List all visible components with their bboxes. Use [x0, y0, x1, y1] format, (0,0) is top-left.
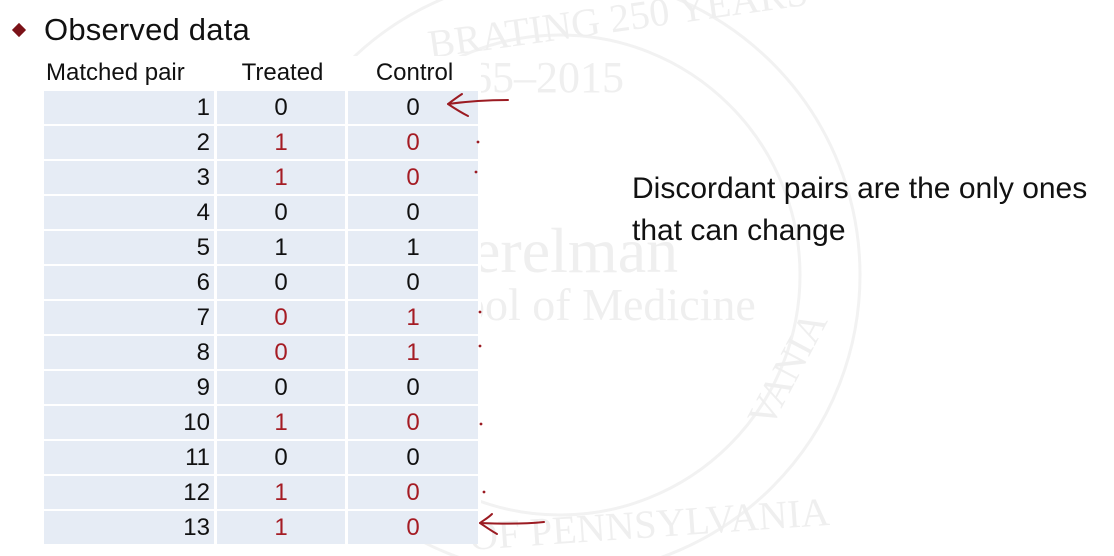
arrow-row-13-shaft: [479, 521, 545, 525]
table-row: 10 1 0: [44, 404, 481, 439]
header-control: Control: [348, 56, 481, 89]
cell-control: 1: [348, 299, 481, 334]
cell-control: 1: [348, 334, 481, 369]
cell-matched-pair: 4: [44, 194, 217, 229]
cell-matched-pair: 1: [44, 89, 217, 124]
bullet-line: Observed data: [10, 8, 250, 52]
cell-matched-pair: 11: [44, 439, 217, 474]
cell-control: 0: [348, 474, 481, 509]
annotation-text: Discordant pairs are the only ones that …: [632, 172, 1088, 247]
cell-matched-pair: 7: [44, 299, 217, 334]
cell-treated: 0: [217, 194, 348, 229]
table-header-row: Matched pair Treated Control: [44, 56, 481, 89]
cell-control: 0: [348, 124, 481, 159]
bullet-diamond-icon: [11, 22, 27, 38]
cell-matched-pair: 5: [44, 229, 217, 264]
table-row: 12 1 0: [44, 474, 481, 509]
cell-matched-pair: 3: [44, 159, 217, 194]
seal-text-school: ool of Medicine: [462, 279, 756, 330]
seal-text-bottom: OF PENNSYLVANIA: [467, 489, 831, 556]
cell-control: 0: [348, 509, 481, 544]
cell-matched-pair: 9: [44, 369, 217, 404]
cell-treated: 0: [217, 439, 348, 474]
cell-matched-pair: 2: [44, 124, 217, 159]
header-matched-pair: Matched pair: [44, 56, 217, 89]
cell-control: 0: [348, 369, 481, 404]
seal-text-top: BRATING 250 YEARS: [425, 0, 811, 67]
arrow-row-13-head: [479, 513, 498, 535]
cell-treated: 1: [217, 509, 348, 544]
cell-matched-pair: 12: [44, 474, 217, 509]
cell-treated: 0: [217, 334, 348, 369]
cell-treated: 1: [217, 404, 348, 439]
cell-treated: 1: [217, 229, 348, 264]
cell-matched-pair: 13: [44, 509, 217, 544]
cell-control: 0: [348, 439, 481, 474]
cell-treated: 0: [217, 264, 348, 299]
seal-text-year: 65–2015: [470, 53, 624, 102]
cell-control: 0: [348, 194, 481, 229]
cell-treated: 1: [217, 159, 348, 194]
bullet-text: Observed data: [44, 12, 250, 47]
cell-control: 1: [348, 229, 481, 264]
table-row: 11 0 0: [44, 439, 481, 474]
cell-matched-pair: 8: [44, 334, 217, 369]
cell-matched-pair: 10: [44, 404, 217, 439]
cell-control: 0: [348, 264, 481, 299]
cell-treated: 0: [217, 89, 348, 124]
cell-treated: 0: [217, 299, 348, 334]
cell-treated: 1: [217, 124, 348, 159]
cell-control: 0: [348, 404, 481, 439]
cell-matched-pair: 6: [44, 264, 217, 299]
header-treated: Treated: [217, 56, 348, 89]
table-row: 13 1 0: [44, 509, 481, 544]
cell-treated: 0: [217, 369, 348, 404]
seal-text-side: VANIA: [738, 304, 836, 434]
table-body: 1 0 0 2 1 0 3 1 0 4 0 0 5 1 1 6 0 0 7 0 1 8 0 1 9 0 0 10 1 0 11 0 0 12 1 0 1…: [44, 89, 481, 544]
cell-control: 0: [348, 159, 481, 194]
cell-control: 0: [348, 89, 481, 124]
cell-treated: 1: [217, 474, 348, 509]
tick-row-12: [482, 490, 486, 494]
